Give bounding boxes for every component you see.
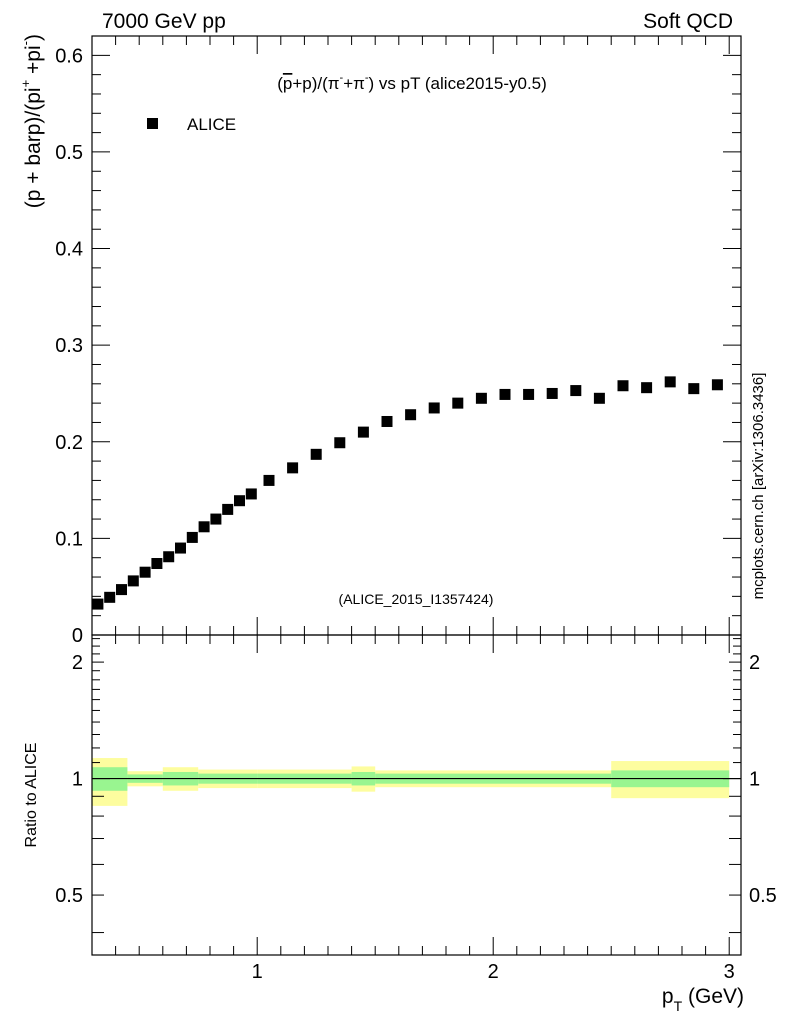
ratio-y-tick-label: 2: [72, 652, 83, 674]
main-x-ticks: [91, 36, 730, 635]
data-point: [452, 397, 464, 409]
ratio-y-tick-label: 1: [72, 769, 83, 791]
data-point: [357, 426, 369, 438]
data-point: [381, 415, 393, 427]
data-point: [104, 591, 116, 603]
data-point: [711, 379, 723, 391]
data-point: [263, 474, 275, 486]
main-y-tick-label: 0.3: [55, 335, 83, 357]
watermark: (ALICE_2015_I1357424): [339, 591, 494, 607]
header-right: Soft QCD: [643, 10, 733, 33]
data-point: [688, 383, 700, 395]
data-point: [210, 513, 222, 525]
main-y-tick-label: 0.2: [55, 432, 83, 454]
ratio-x-ticks: 1 2 3: [91, 635, 735, 983]
data-point: [186, 531, 198, 543]
data-point: [405, 409, 417, 421]
main-y-tick-label: 0.1: [55, 528, 83, 550]
ratio-plot-frame: [91, 634, 742, 956]
data-point: [310, 448, 322, 460]
y-axis-label: (p + barp)/(pi+ +pi-): [18, 34, 45, 208]
ratio-plot: 0.5 0.5 1 1 2 2 1 2 3 Ratio to ALICE pT (GeV): [23, 634, 777, 1014]
main-y-tick-label: 0.4: [55, 239, 83, 261]
data-point: [139, 566, 151, 578]
ratio-y-ticks: 0.5 0.5 1 1 2 2: [55, 638, 777, 934]
ratio-y-tick-label-right: 2: [749, 652, 760, 674]
data-point: [175, 542, 186, 554]
x-tick-label: 3: [724, 961, 735, 983]
data-point: [287, 462, 299, 474]
data-point: [151, 558, 163, 570]
ratio-y-axis-label: Ratio to ALICE: [23, 743, 40, 848]
x-axis-label: pT (GeV): [662, 985, 744, 1014]
data-point: [475, 392, 487, 404]
data-point: [664, 376, 676, 388]
data-point: [198, 521, 210, 533]
data-point: [234, 495, 245, 507]
side-label: mcplots.cern.ch [arXiv:1306.3436]: [750, 373, 767, 600]
legend-label: ALICE: [187, 115, 236, 134]
data-point: [499, 388, 511, 400]
data-point: [163, 551, 175, 563]
main-y-tick-label: 0.6: [55, 45, 83, 67]
data-point: [546, 387, 558, 399]
x-tick-label: 2: [488, 961, 499, 983]
legend-marker: [147, 118, 158, 129]
data-point: [245, 488, 257, 500]
ratio-bands: [92, 758, 730, 806]
data-point: [570, 385, 582, 397]
data-point: [116, 584, 127, 596]
data-point: [523, 388, 535, 400]
x-tick-label: 1: [252, 961, 263, 983]
main-y-tick-label: 0: [72, 625, 83, 647]
data-points: [92, 376, 723, 610]
data-point: [428, 402, 440, 414]
data-point: [127, 575, 139, 587]
main-y-tick-label: 0.5: [55, 142, 83, 164]
data-point: [641, 382, 653, 394]
data-point: [617, 380, 629, 392]
main-y-ticks: 0 0.1 0.2 0.3 0.4 0.5 0.6: [55, 45, 741, 647]
data-point: [92, 598, 104, 610]
data-point: [593, 392, 605, 404]
ratio-y-tick-label: 0.5: [55, 885, 83, 907]
data-point: [334, 437, 346, 449]
header-left: 7000 GeV pp: [102, 10, 226, 33]
main-plot: 0 0.1 0.2 0.3 0.4 0.5 0.6 (p+p)/(π-+π-) vs pT …: [18, 34, 742, 647]
ratio-y-tick-label-right: 1: [749, 769, 760, 791]
plot-title: (p+p)/(π-+π-) vs pT (alice2015-y0.5): [277, 72, 547, 93]
ratio-y-tick-label-right: 0.5: [749, 885, 777, 907]
pbar-symbol: p: [283, 74, 292, 93]
data-point: [222, 503, 234, 515]
